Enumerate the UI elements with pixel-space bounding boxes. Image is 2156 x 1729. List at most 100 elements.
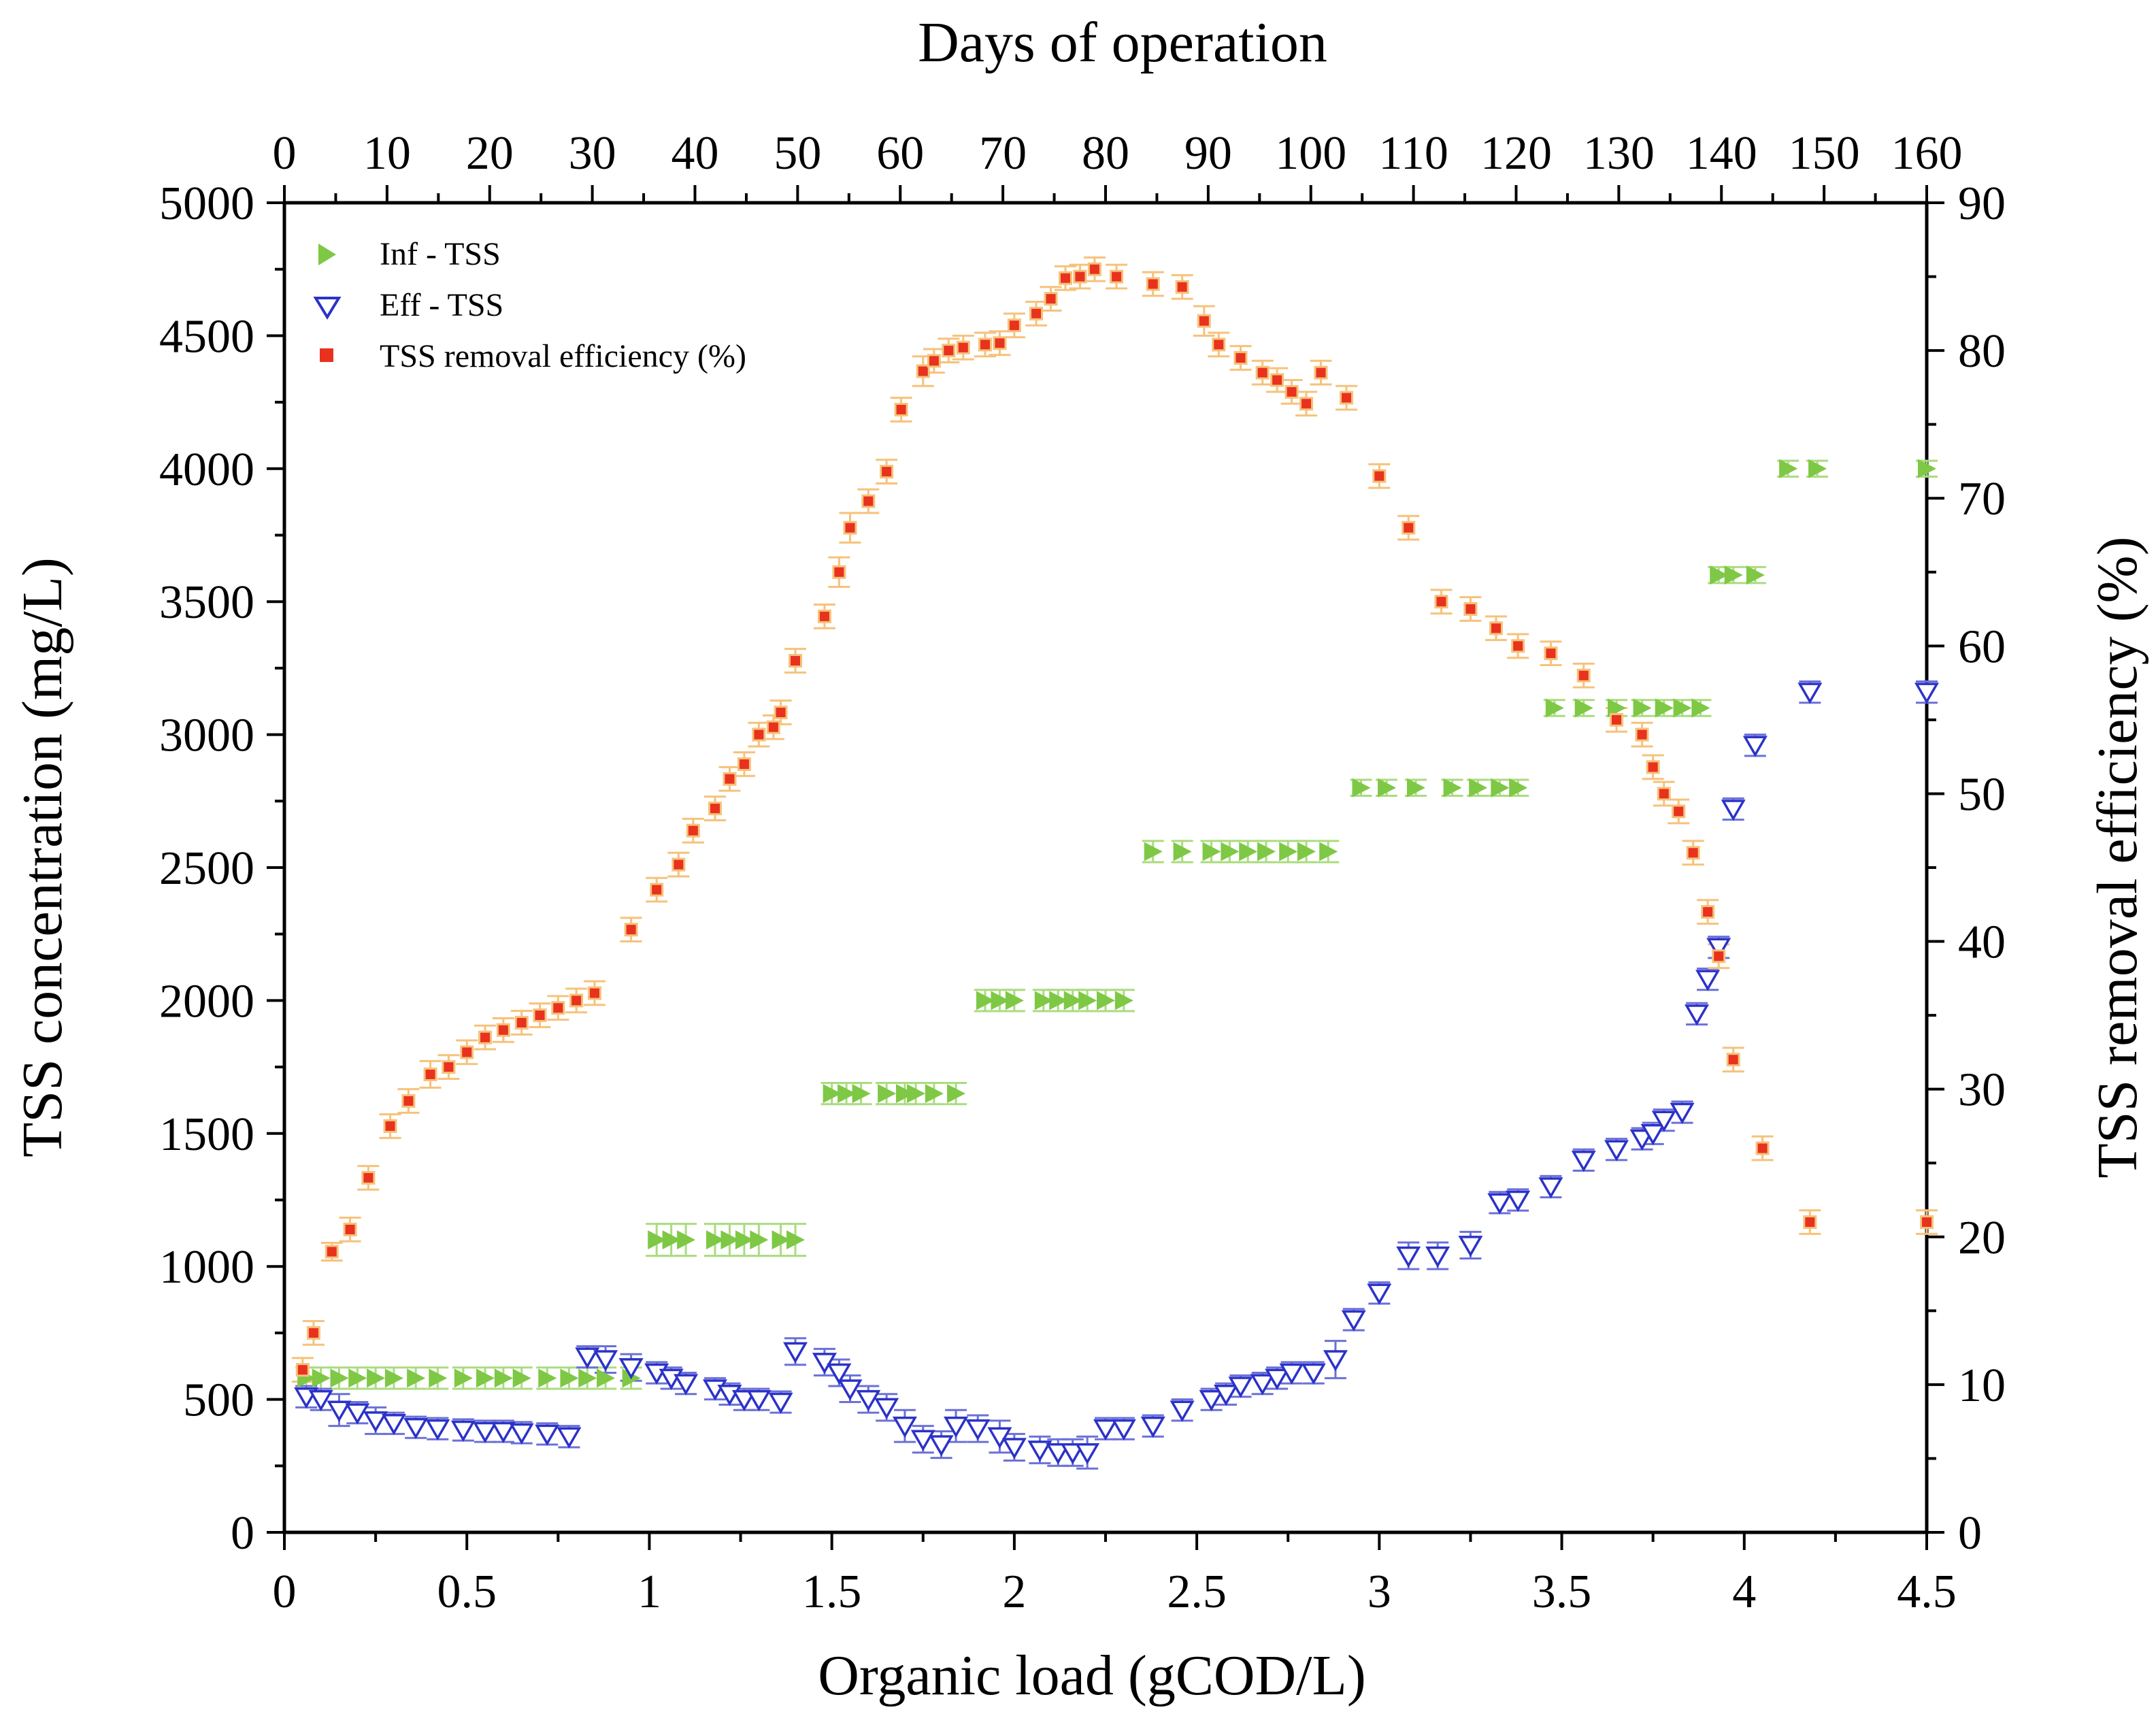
x-top-tick-label: 110 (1378, 127, 1448, 180)
eff-tss-point (381, 1414, 406, 1436)
eff-tss-point (345, 1403, 370, 1425)
removal-efficiency-point (819, 611, 829, 621)
inf-tss-point (1491, 778, 1510, 797)
removal-efficiency-point (1714, 951, 1724, 961)
eff-tss-point (892, 1416, 917, 1438)
y-right-tick-label: 30 (1958, 1064, 2006, 1117)
y-left-tick-label: 5000 (159, 178, 254, 230)
x-top-tick-label: 60 (876, 127, 924, 180)
x-top-tick-label: 40 (671, 127, 719, 180)
removal-efficiency-point (882, 467, 892, 477)
plot-frame (282, 201, 1929, 1534)
removal-efficiency-point (980, 340, 990, 350)
inf-tss-point (1049, 991, 1068, 1010)
y-left-tick-label: 3000 (159, 710, 254, 762)
inf-tss-point (1443, 778, 1462, 797)
removal-efficiency-point (1287, 386, 1297, 397)
inf-tss-point (1724, 565, 1743, 585)
inf-tss-point (367, 1368, 386, 1388)
inf-tss-point (1202, 842, 1221, 861)
removal-efficiency-point (1060, 273, 1070, 283)
x-top-tick-label: 100 (1275, 127, 1346, 180)
legend-item-inf: Inf - TSS (318, 236, 501, 272)
inf-tss-point (1673, 698, 1692, 718)
eff-tss-point (1604, 1140, 1629, 1162)
x-top-tick-label: 130 (1583, 127, 1655, 180)
eff-tss-point (1742, 736, 1768, 757)
inf-tss-point (578, 1368, 597, 1388)
removal-efficiency-point (1199, 316, 1209, 326)
removal-efficiency-point (462, 1047, 472, 1057)
y-left-tick-label: 1500 (159, 1108, 254, 1161)
inf-tss-point (1319, 842, 1338, 861)
inf-tss-point (1173, 842, 1192, 861)
legend-label-inf: Inf - TSS (380, 236, 501, 272)
legend: Inf - TSS Eff - TSS TSS removal efficien… (313, 236, 746, 374)
y-left-tick-label: 3500 (159, 576, 254, 629)
eff-tss-point (450, 1420, 476, 1443)
x-top-tick-label: 0 (273, 127, 297, 180)
removal-efficiency-point (1031, 308, 1042, 318)
y-left-tick-label: 0 (231, 1507, 254, 1560)
x-bottom-tick-label: 2 (1002, 1566, 1026, 1618)
eff-tss-point (1214, 1385, 1239, 1406)
removal-efficiency-point (1805, 1217, 1815, 1228)
removal-efficiency-point (1342, 393, 1352, 403)
inf-tss-point (823, 1084, 842, 1104)
inf-tss-point (947, 1084, 966, 1104)
eff-tss-point (618, 1357, 644, 1380)
eff-tss-point (1506, 1190, 1531, 1213)
eff-tss-point (1323, 1350, 1348, 1372)
x-top-tick-label: 80 (1082, 127, 1129, 180)
eff-tss-point (1914, 682, 1940, 704)
removal-efficiency-point (776, 708, 786, 718)
legend-label-eff: Eff - TSS (380, 287, 503, 323)
inf-tss-point (648, 1230, 667, 1250)
y-right-tick-label: 0 (1958, 1507, 1982, 1560)
inf-tss-point (852, 1084, 871, 1104)
removal-efficiency-point (297, 1365, 308, 1375)
removal-efficiency-point (834, 567, 844, 577)
y-left-tick-label: 4000 (159, 444, 254, 496)
y-right-tick-label: 90 (1958, 178, 2006, 230)
x-bottom-tick-label: 2.5 (1167, 1566, 1227, 1618)
x-bottom-axis-title: Organic load (gCOD/L) (818, 1644, 1366, 1707)
removal-efficiency-point (1491, 623, 1501, 633)
eff-tss-point (746, 1389, 772, 1412)
inf-tss-point (991, 991, 1010, 1010)
eff-tss-point (1170, 1400, 1195, 1422)
removal-efficiency-point (1148, 279, 1158, 289)
removal-efficiency-point (1257, 367, 1267, 378)
eff-tss-point (1670, 1102, 1695, 1125)
removal-efficiency-point (1374, 471, 1384, 481)
eff-tss-point (1140, 1416, 1165, 1438)
removal-efficiency-point (918, 366, 928, 376)
removal-efficiency-point (739, 759, 749, 770)
eff-tss-point (1046, 1443, 1071, 1465)
eff-tss-point (827, 1363, 852, 1385)
eff-tss-point (535, 1424, 560, 1446)
legend-item-removal: TSS removal efficiency (%) (320, 338, 746, 374)
removal-efficiency-point (480, 1032, 491, 1042)
eff-tss-point (731, 1389, 757, 1412)
eff-tss-point (363, 1411, 388, 1433)
eff-tss-point (1721, 800, 1746, 821)
y-right-tick-label: 40 (1958, 917, 2006, 969)
x-bottom-tick-label: 4.5 (1897, 1566, 1957, 1618)
inf-tss-point (1633, 698, 1652, 718)
inf-tss-point (735, 1230, 754, 1250)
eff-tss-point (910, 1430, 935, 1451)
eff-tss-point (1027, 1440, 1052, 1462)
eff-tss-point (782, 1342, 808, 1364)
removal-efficiency-point (1465, 604, 1476, 614)
removal-efficiency-point (1648, 762, 1658, 772)
eff-tss-point (987, 1427, 1012, 1449)
eff-tss-point (1458, 1236, 1483, 1257)
removal-efficiency-point (1703, 907, 1713, 917)
y-left-tick-label: 2500 (159, 842, 254, 895)
y-right-tick-label: 60 (1958, 621, 2006, 673)
inf-tss-point (1239, 842, 1258, 861)
inf-tss-point (312, 1368, 331, 1388)
eff-tss-point (944, 1416, 969, 1438)
removal-efficiency-point (385, 1121, 395, 1131)
